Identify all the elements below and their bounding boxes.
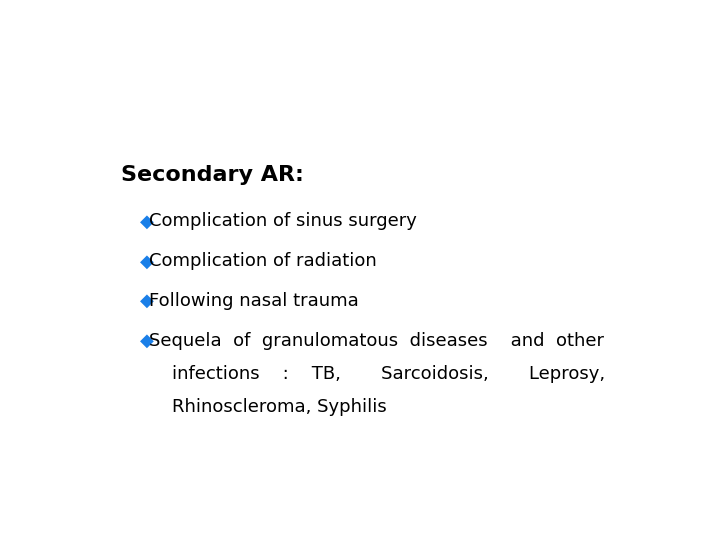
Text: Rhinoscleroma, Syphilis: Rhinoscleroma, Syphilis [148,398,387,416]
Text: ◆: ◆ [140,292,154,310]
Text: ◆: ◆ [140,212,154,231]
Text: infections    :    TB,       Sarcoidosis,       Leprosy,: infections : TB, Sarcoidosis, Leprosy, [148,365,605,383]
Text: Sequela  of  granulomatous  diseases    and  other: Sequela of granulomatous diseases and ot… [148,332,603,350]
Text: Complication of radiation: Complication of radiation [148,252,377,271]
Text: Complication of sinus surgery: Complication of sinus surgery [148,212,416,231]
Text: Following nasal trauma: Following nasal trauma [148,292,359,310]
Text: Secondary AR:: Secondary AR: [121,165,304,185]
Text: ◆: ◆ [140,252,154,271]
Text: ◆: ◆ [140,332,154,350]
